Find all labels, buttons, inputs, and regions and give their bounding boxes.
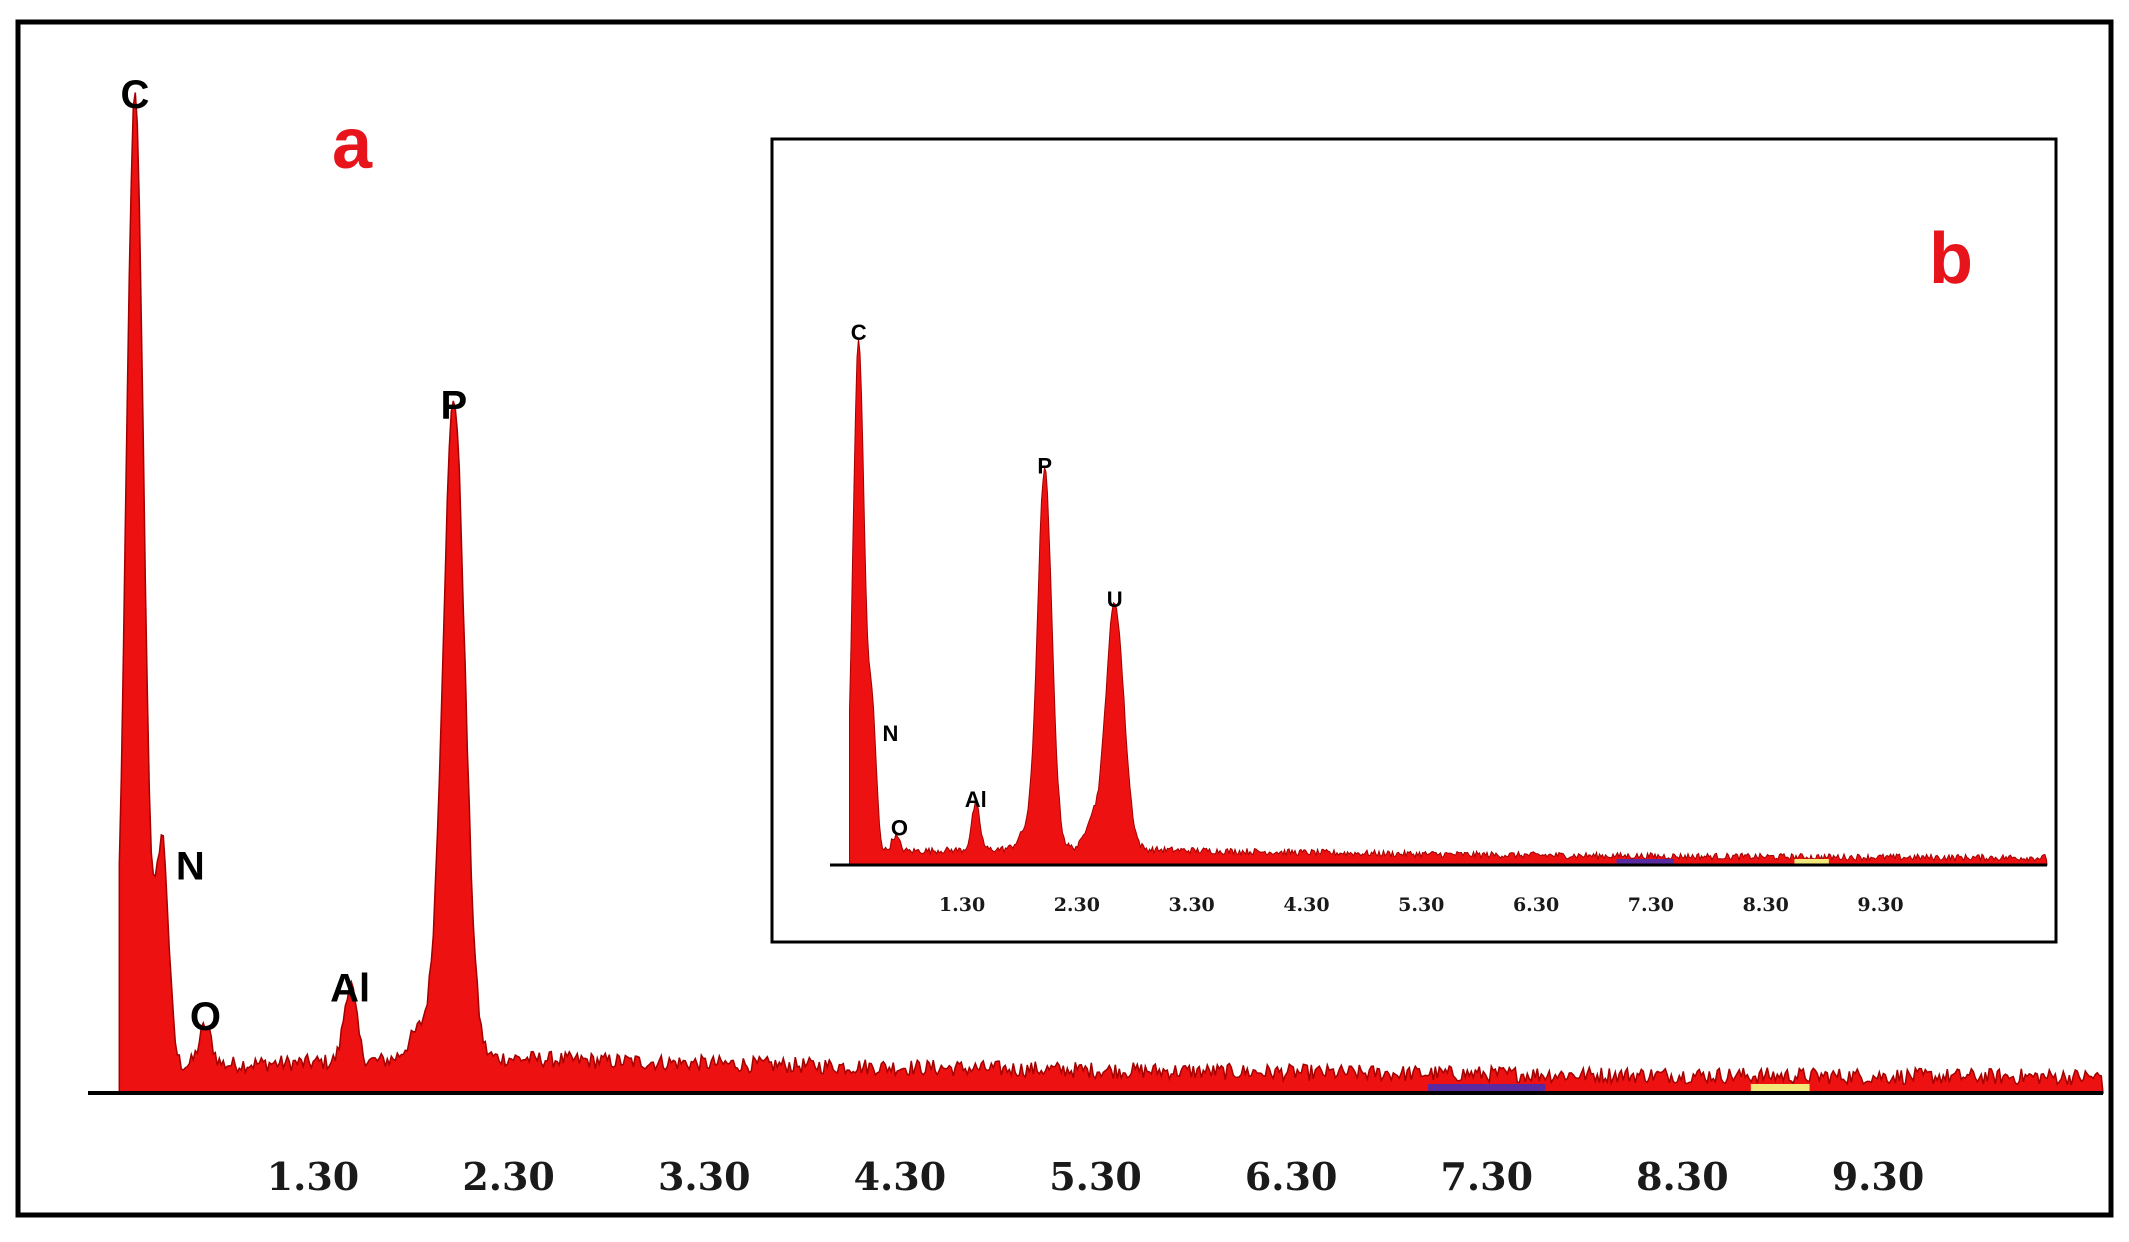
panel-letter-a: a bbox=[332, 104, 373, 184]
peak-label-b-c: C bbox=[851, 320, 867, 345]
x-tick-b-1: 2.30 bbox=[1054, 894, 1100, 916]
x-tick-labels-a: 1.30 2.30 3.30 4.30 5.30 6.30 7.30 8.30 9.30 bbox=[267, 1154, 1925, 1199]
x-tick-a-8: 9.30 bbox=[1832, 1154, 1925, 1199]
x-tick-a-4: 5.30 bbox=[1049, 1154, 1142, 1199]
x-tick-b-6: 7.30 bbox=[1628, 894, 1674, 916]
x-tick-a-3: 4.30 bbox=[854, 1154, 947, 1199]
peak-label-b-p: P bbox=[1037, 453, 1052, 478]
panel-letter-b: b bbox=[1929, 219, 1973, 299]
x-tick-labels-b: 1.30 2.30 3.30 4.30 5.30 6.30 7.30 8.30 9.30 bbox=[939, 894, 1904, 916]
x-tick-a-5: 6.30 bbox=[1245, 1154, 1338, 1199]
x-tick-a-1: 2.30 bbox=[462, 1154, 555, 1199]
x-tick-b-7: 8.30 bbox=[1743, 894, 1789, 916]
spectrum-panel-a: 1.30 2.30 3.30 4.30 5.30 6.30 7.30 8.30 9.30 C N O… bbox=[88, 73, 2104, 1199]
peak-label-a-n: N bbox=[176, 845, 205, 889]
peak-label-b-o: O bbox=[891, 816, 908, 841]
energy-marker-b-1 bbox=[1794, 859, 1829, 864]
x-tick-b-4: 5.30 bbox=[1398, 894, 1444, 916]
peak-label-b-n: N bbox=[883, 721, 899, 746]
x-tick-b-0: 1.30 bbox=[939, 894, 985, 916]
x-tick-b-5: 6.30 bbox=[1513, 894, 1559, 916]
energy-marker-a-0 bbox=[1428, 1084, 1546, 1092]
energy-markers-a bbox=[1428, 1084, 1810, 1092]
spectrum-area-b bbox=[848, 338, 2048, 866]
peak-label-a-p: P bbox=[440, 384, 467, 428]
peak-label-a-c: C bbox=[121, 73, 150, 117]
spectrum-area-a bbox=[118, 92, 2104, 1094]
x-tick-b-3: 4.30 bbox=[1283, 894, 1329, 916]
x-tick-b-8: 9.30 bbox=[1857, 894, 1903, 916]
energy-marker-a-1 bbox=[1750, 1084, 1810, 1092]
spectrum-path-a bbox=[118, 92, 2104, 1094]
x-tick-a-7: 8.30 bbox=[1636, 1154, 1729, 1199]
x-tick-a-0: 1.30 bbox=[267, 1154, 360, 1199]
inset-frame bbox=[770, 137, 2058, 944]
peak-label-a-o: O bbox=[190, 995, 221, 1039]
spectrum-panel-b: 1.30 2.30 3.30 4.30 5.30 6.30 7.30 8.30 9.30 C N O… bbox=[770, 137, 2058, 944]
peak-label-b-al: Al bbox=[965, 787, 987, 812]
x-tick-a-2: 3.30 bbox=[658, 1154, 751, 1199]
energy-markers-b bbox=[1616, 859, 1829, 864]
peak-labels-a: C N O Al P bbox=[121, 73, 468, 1039]
x-tick-b-2: 3.30 bbox=[1169, 894, 1215, 916]
peak-label-a-al: Al bbox=[330, 966, 370, 1010]
peak-label-b-u: U bbox=[1107, 587, 1123, 612]
energy-marker-b-0 bbox=[1616, 859, 1674, 864]
x-tick-a-6: 7.30 bbox=[1440, 1154, 1533, 1199]
spectrum-path-b bbox=[848, 338, 2048, 866]
peak-labels-b: C N O Al P U bbox=[851, 320, 1123, 841]
